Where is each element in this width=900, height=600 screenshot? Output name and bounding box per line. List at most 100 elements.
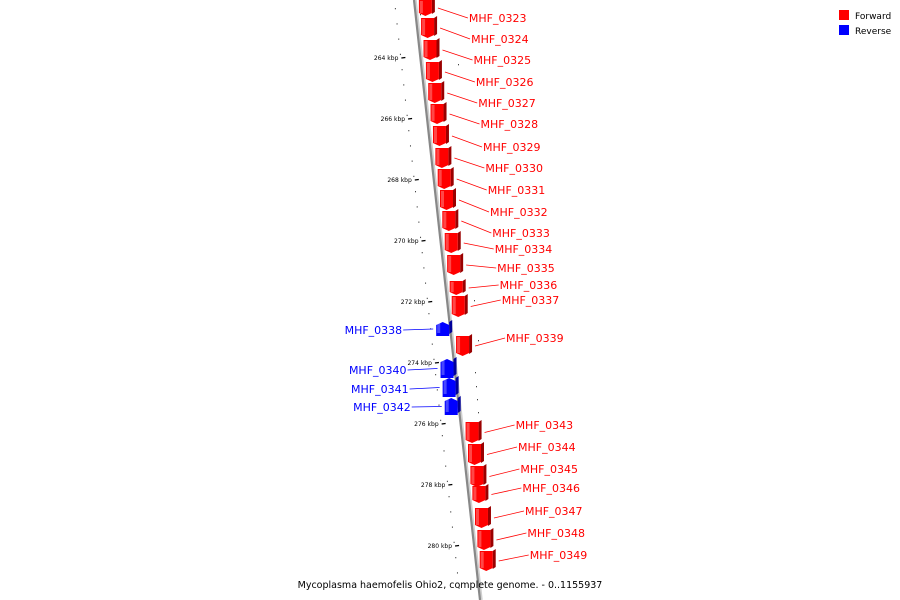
gene-body	[436, 322, 450, 336]
gene-side-face	[448, 146, 452, 166]
gene-side-face	[490, 528, 494, 548]
gene-connector	[403, 328, 434, 331]
minor-tick	[435, 374, 437, 376]
gene-MHF_0337: MHF_0337	[451, 294, 560, 317]
gene-side-face	[441, 81, 445, 101]
gene-label: MHF_0334	[495, 243, 553, 256]
gene-highlight	[471, 467, 475, 484]
gene-MHF_0323: MHF_0323	[418, 0, 527, 25]
scale-tick-mark	[448, 483, 453, 486]
gene-label: MHF_0329	[483, 141, 541, 154]
gene-highlight	[457, 337, 461, 353]
gene-MHF_0340: MHF_0340	[349, 357, 457, 378]
minor-tick	[408, 130, 410, 132]
gene-MHF_0341: MHF_0341	[351, 376, 459, 397]
gene-highlight	[424, 41, 428, 57]
gene-connector	[470, 299, 501, 307]
gene-highlight	[431, 105, 435, 121]
gene-label: MHF_0336	[500, 279, 558, 292]
scale-tick-label: 272 kbp	[401, 299, 426, 306]
gene-connector	[447, 92, 478, 104]
gene-connector	[458, 199, 490, 213]
minor-tick	[416, 206, 418, 208]
scale-tick-mark	[421, 239, 426, 242]
gene-highlight	[419, 1, 423, 13]
gene-side-face	[492, 549, 496, 569]
gene-side-face	[480, 442, 484, 463]
gene-side-face	[453, 357, 457, 376]
minor-tick	[420, 14, 421, 16]
genome-backbone	[412, 0, 483, 600]
gene-label: MHF_0339	[506, 332, 564, 345]
gene-connector	[444, 71, 476, 83]
legend-forward-label: Forward	[855, 12, 891, 22]
gene-highlight	[426, 63, 430, 79]
gene-label: MHF_0323	[469, 12, 527, 25]
scale-tick-label: 264 kbp	[374, 55, 399, 62]
gene-side-face	[469, 334, 473, 354]
backbone-line	[412, 0, 482, 600]
gene-MHF_0325: MHF_0325	[423, 38, 532, 67]
gene-highlight	[473, 487, 477, 500]
gene-MHF_0348: MHF_0348	[477, 527, 585, 550]
gene-MHF_0335: MHF_0335	[447, 253, 555, 275]
gene-side-face	[457, 231, 461, 251]
gene-label: MHF_0330	[485, 162, 543, 175]
gene-body	[421, 18, 435, 38]
minor-tick	[478, 340, 479, 342]
gene-highlight	[468, 445, 472, 462]
gene-body	[442, 211, 456, 231]
minor-tick	[436, 389, 438, 391]
gene-connector	[498, 554, 529, 562]
gene-label: MHF_0340	[349, 364, 407, 377]
gene-connector	[486, 446, 518, 455]
scale-ticks: 264 kbp 266 kbp 268 kbp 270 kbp 272 kbp 274 k…	[374, 55, 460, 550]
gene-highlight	[422, 19, 426, 35]
minor-tick	[394, 8, 396, 10]
gene-label: MHF_0337	[502, 294, 560, 307]
gene-side-face	[455, 376, 459, 395]
gene-MHF_0331: MHF_0331	[437, 167, 545, 197]
legend-reverse-label: Reverse	[855, 27, 892, 37]
minor-tick	[420, 236, 422, 239]
scale-tick-label: 274 kbp	[407, 360, 432, 367]
gene-body	[472, 486, 486, 503]
scale-tick-mark	[454, 544, 460, 547]
minor-tick	[446, 480, 448, 483]
minor-tick	[415, 191, 417, 193]
minor-tick	[409, 145, 411, 147]
gene-body	[423, 40, 437, 60]
gene-body	[465, 422, 479, 443]
minor-tick	[426, 297, 428, 300]
gene-highlight	[450, 282, 454, 292]
gene-side-face	[449, 320, 453, 334]
gene-track: MHF_0323 MHF_0324 MHF_0325 MHF_0326 MHF_0327…	[345, 0, 587, 571]
gene-MHF_0327: MHF_0327	[428, 81, 536, 110]
gene-label: MHF_0333	[492, 227, 550, 240]
gene-connector	[437, 7, 469, 19]
minor-tick	[477, 399, 478, 401]
minor-tick	[476, 386, 477, 388]
scale-tick-label: 268 kbp	[387, 177, 412, 184]
gene-body	[470, 466, 484, 487]
gene-highlight	[466, 423, 470, 440]
minor-tick	[411, 160, 413, 162]
minor-tick	[396, 23, 398, 25]
gene-body	[451, 296, 465, 317]
gene-body	[437, 169, 451, 189]
minor-tick	[474, 300, 475, 302]
gene-highlight	[452, 297, 456, 314]
scale-tick-mark	[434, 361, 440, 364]
gene-body	[440, 190, 453, 210]
gene-body	[440, 359, 454, 378]
gene-MHF_0342: MHF_0342	[353, 396, 461, 415]
gene-body	[467, 444, 481, 465]
gene-label: MHF_0326	[476, 76, 534, 89]
gene-side-face	[450, 167, 454, 187]
gene-side-face	[431, 0, 435, 14]
gene-highlight	[441, 191, 444, 207]
gene-body	[449, 281, 463, 295]
gene-side-face	[460, 253, 464, 273]
gene-label: MHF_0325	[474, 54, 532, 67]
minor-tick	[445, 465, 447, 467]
